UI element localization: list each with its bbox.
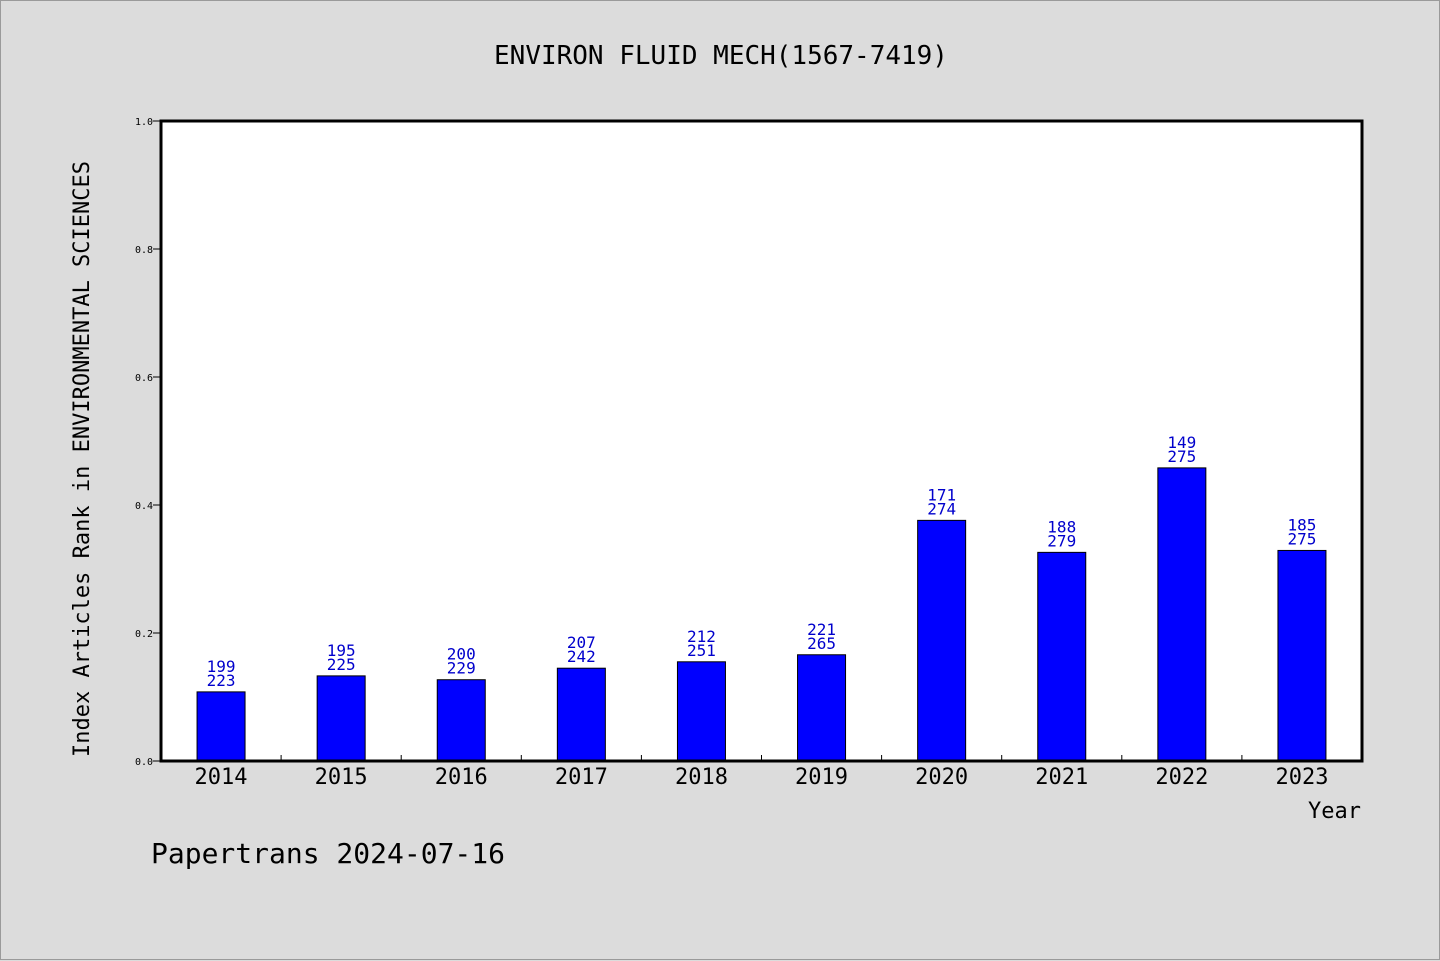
bars-group — [196, 467, 1327, 762]
plot-border — [159, 119, 1364, 763]
x-tick-label: 2020 — [915, 765, 968, 790]
y-tick-label: 1.0 — [135, 117, 153, 128]
y-tick-label: 0.2 — [135, 629, 153, 640]
y-tick-label: 0.0 — [135, 757, 153, 768]
data-label-top: 188 — [1047, 517, 1076, 536]
data-label-top: 212 — [687, 627, 716, 646]
bar — [676, 661, 726, 762]
x-axis: 2014 2015 2016 2017 2018 2019 2020 2021 2022 2023 — [195, 755, 1328, 790]
x-tick-label: 2018 — [675, 765, 728, 790]
data-label-bottom: 274 — [927, 499, 956, 518]
x-tick-label: 2022 — [1155, 765, 1208, 790]
data-label-bottom: 265 — [807, 634, 836, 653]
y-axis-label: Index Articles Rank in ENVIRONMENTAL SCI… — [70, 161, 95, 757]
data-label-bottom: 242 — [567, 647, 596, 666]
bar — [316, 675, 366, 762]
bar — [797, 654, 847, 762]
data-label-bottom: 275 — [1167, 447, 1196, 466]
data-label-top: 171 — [927, 485, 956, 504]
data-label-top: 221 — [807, 620, 836, 639]
data-labels-group: 1992231952252002292072422122512212651712… — [207, 433, 1317, 690]
data-label-bottom: 229 — [447, 659, 476, 678]
chart-title: ENVIRON FLUID MECH(1567-7419) — [494, 41, 948, 71]
bar — [436, 679, 486, 762]
data-label-top: 185 — [1287, 515, 1316, 534]
data-label-top: 199 — [207, 657, 236, 676]
y-tick-label: 0.6 — [135, 373, 153, 384]
bar — [1277, 549, 1327, 762]
bar — [1037, 551, 1087, 762]
x-tick-label: 2015 — [315, 765, 368, 790]
x-tick-label: 2019 — [795, 765, 848, 790]
x-tick-label: 2016 — [435, 765, 488, 790]
bar — [917, 519, 967, 762]
data-label-top: 200 — [447, 645, 476, 664]
x-axis-label: Year — [1308, 799, 1361, 824]
data-label-bottom: 251 — [687, 641, 716, 660]
data-label-bottom: 275 — [1287, 529, 1316, 548]
x-tick-label: 2021 — [1035, 765, 1088, 790]
y-tick-label: 0.8 — [135, 245, 153, 256]
y-axis: 0.0 0.2 0.4 0.6 0.8 1.0 — [135, 117, 161, 768]
bar — [1157, 467, 1207, 762]
y-tick-label: 0.4 — [135, 501, 153, 512]
data-label-bottom: 225 — [327, 655, 356, 674]
data-label-top: 149 — [1167, 433, 1196, 452]
bar — [556, 667, 606, 762]
bar — [196, 691, 246, 762]
x-tick-label: 2014 — [195, 765, 248, 790]
data-label-bottom: 223 — [207, 671, 236, 690]
data-label-top: 207 — [567, 633, 596, 652]
data-label-bottom: 279 — [1047, 531, 1076, 550]
data-label-top: 195 — [327, 641, 356, 660]
footer-date-stamp: Papertrans 2024-07-16 — [151, 837, 505, 870]
x-tick-label: 2017 — [555, 765, 608, 790]
x-tick-label: 2023 — [1275, 765, 1328, 790]
